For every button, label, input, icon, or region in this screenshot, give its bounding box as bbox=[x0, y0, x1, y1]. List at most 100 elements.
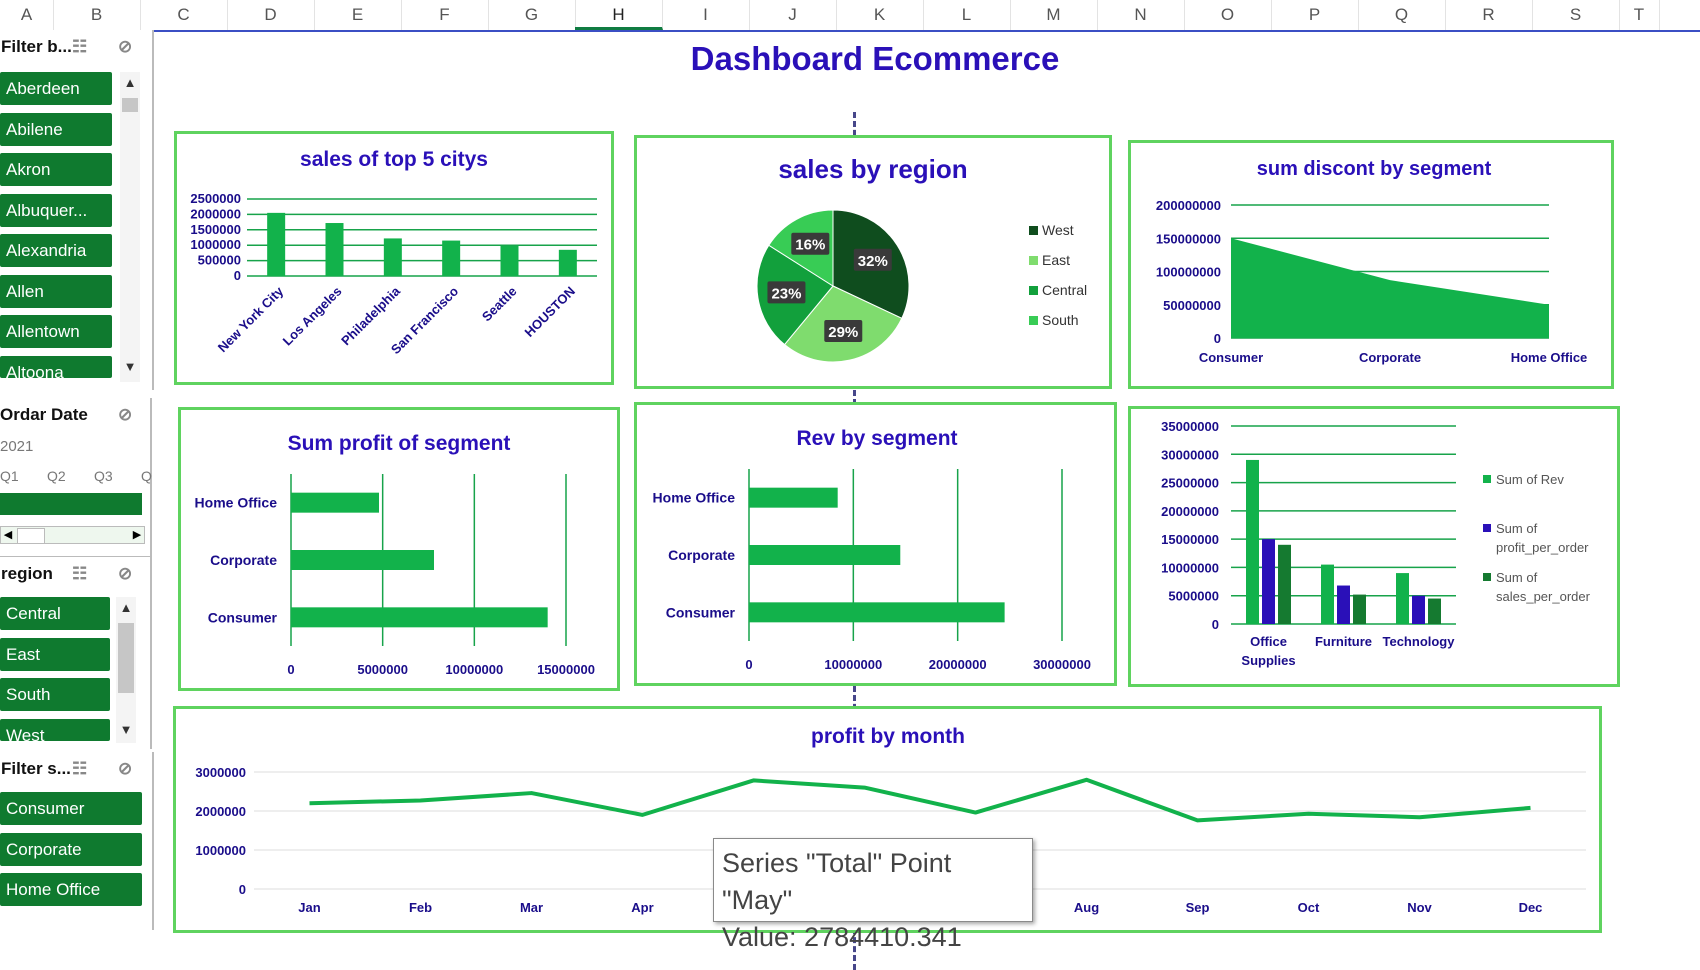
city-slicer-header: Filter b... ☷ ⊘ bbox=[0, 30, 152, 64]
timeline-quarter-label[interactable]: Q3 bbox=[94, 468, 113, 484]
x-tick-label: 0 bbox=[745, 657, 752, 672]
slicer-item-allentown[interactable]: Allentown bbox=[0, 315, 112, 348]
chevron-up-icon[interactable]: ▲ bbox=[123, 75, 137, 90]
slicer-item-albuquer[interactable]: Albuquer... bbox=[0, 193, 112, 227]
x-tick-label: Philadelphia bbox=[338, 283, 403, 348]
y-tick-label: 2500000 bbox=[190, 191, 241, 206]
y-tick-label: 100000000 bbox=[1156, 265, 1221, 280]
x-tick-label: Aug bbox=[1074, 900, 1099, 915]
y-tick-label: Corporate bbox=[668, 547, 735, 563]
chart-title: profit by month bbox=[811, 725, 965, 748]
city-slicer-scrollbar[interactable]: ▲ ▼ bbox=[120, 72, 140, 382]
column-header-q[interactable]: Q bbox=[1358, 0, 1446, 30]
x-tick-label: Seattle bbox=[479, 284, 520, 325]
chevron-left-icon[interactable]: ◀ bbox=[3, 529, 13, 541]
column-header-g[interactable]: G bbox=[488, 0, 576, 30]
slicer-item-alexandria[interactable]: Alexandria bbox=[0, 234, 112, 267]
sales-by-region-chart[interactable]: sales by region 32% 29% 23% 16% West East Centr… bbox=[634, 135, 1112, 389]
column-header-c[interactable]: C bbox=[140, 0, 228, 30]
region-slicer-scrollbar[interactable]: ▲ ▼ bbox=[116, 597, 136, 743]
slicer-item-corporate[interactable]: Corporate bbox=[0, 832, 142, 866]
bar bbox=[749, 602, 1005, 623]
top5-cities-chart[interactable]: sales of top 5 citys 2500000 2000000 150000… bbox=[174, 131, 614, 385]
slicer-item-consumer[interactable]: Consumer bbox=[0, 792, 142, 825]
multi-select-icon[interactable]: ☷ bbox=[72, 759, 88, 778]
slicer-item-east[interactable]: East bbox=[0, 637, 110, 671]
chart-title: Sum profit of segment bbox=[288, 432, 511, 455]
column-header-m[interactable]: M bbox=[1010, 0, 1098, 30]
timeline-quarter-label[interactable]: Q1 bbox=[0, 468, 19, 484]
slicer-item-aberdeen[interactable]: Aberdeen bbox=[0, 72, 112, 105]
timeline-year: 2021 bbox=[0, 438, 34, 455]
timeline-quarter-label[interactable]: Q2 bbox=[47, 468, 66, 484]
column-header-k[interactable]: K bbox=[836, 0, 924, 30]
clear-filter-icon[interactable]: ⊘ bbox=[118, 564, 133, 583]
column-header-t[interactable]: T bbox=[1619, 0, 1660, 30]
data-label-box bbox=[791, 232, 830, 255]
region-slicer-header: region ☷ ⊘ bbox=[0, 557, 150, 591]
bar bbox=[500, 245, 519, 276]
legend-label: Sum of bbox=[1496, 570, 1538, 585]
chevron-right-icon[interactable]: ▶ bbox=[132, 529, 142, 541]
legend-label: Central bbox=[1042, 282, 1087, 298]
column-header-j[interactable]: J bbox=[749, 0, 837, 30]
x-tick-label: HOUSTON bbox=[522, 284, 578, 340]
column-header-s[interactable]: S bbox=[1532, 0, 1620, 30]
multi-select-icon[interactable]: ☷ bbox=[72, 37, 88, 56]
slicer-item-abilene[interactable]: Abilene bbox=[0, 112, 112, 146]
chevron-down-icon[interactable]: ▼ bbox=[119, 722, 133, 737]
bar bbox=[749, 545, 901, 565]
column-header-b[interactable]: B bbox=[53, 0, 141, 30]
chevron-down-icon[interactable]: ▼ bbox=[123, 359, 137, 374]
city-slicer-title: Filter b... bbox=[1, 37, 72, 56]
x-tick-label: 5000000 bbox=[357, 662, 408, 677]
category-chart[interactable]: 35000000 30000000 25000000 20000000 15000000… bbox=[1128, 406, 1620, 687]
order-date-header: Ordar Date ⊘ bbox=[0, 398, 150, 432]
column-header-o[interactable]: O bbox=[1184, 0, 1272, 30]
column-header-a[interactable]: A bbox=[0, 0, 54, 30]
slicer-item-home-office[interactable]: Home Office bbox=[0, 873, 142, 906]
clear-filter-icon[interactable]: ⊘ bbox=[118, 405, 133, 424]
slicer-item-central[interactable]: Central bbox=[0, 597, 110, 630]
multi-select-icon[interactable]: ☷ bbox=[72, 564, 88, 583]
y-tick-label: 500000 bbox=[198, 253, 241, 268]
column-header-p[interactable]: P bbox=[1271, 0, 1359, 30]
slicer-item-altoona[interactable]: Altoona bbox=[0, 355, 112, 378]
column-header-l[interactable]: L bbox=[923, 0, 1011, 30]
column-header-n[interactable]: N bbox=[1097, 0, 1185, 30]
timeline-quarter-label[interactable]: Q bbox=[141, 468, 152, 484]
timeline-quarters: Q1 Q2 Q3 Q bbox=[0, 468, 152, 488]
slicer-item-allen[interactable]: Allen bbox=[0, 274, 112, 308]
y-tick-label: Home Office bbox=[653, 490, 736, 506]
slicer-item-south[interactable]: South bbox=[0, 678, 110, 711]
timeline-scrollbar[interactable]: ◀ ▶ bbox=[0, 526, 145, 544]
data-label: 23% bbox=[771, 285, 801, 302]
profit-by-segment-chart[interactable]: Sum profit of segment 0 5000000 10000000 150… bbox=[178, 407, 620, 691]
rev-by-segment-chart[interactable]: Rev by segment 0 10000000 20000000 30000000 H… bbox=[634, 402, 1117, 686]
y-tick-label: 1500000 bbox=[190, 222, 241, 237]
chevron-up-icon[interactable]: ▲ bbox=[119, 600, 133, 615]
discount-by-segment-chart[interactable]: sum discont by segment 200000000 150000000… bbox=[1128, 140, 1614, 389]
column-header-f[interactable]: F bbox=[401, 0, 489, 30]
timeline-thumb[interactable] bbox=[17, 528, 45, 544]
bar bbox=[1396, 573, 1409, 624]
column-header-e[interactable]: E bbox=[314, 0, 402, 30]
order-date-timeline: Ordar Date ⊘ 2021 Q1 Q2 Q3 Q ◀ ▶ bbox=[0, 398, 152, 558]
y-tick-label: 3000000 bbox=[195, 765, 246, 780]
column-header-d[interactable]: D bbox=[227, 0, 315, 30]
segment-slicer: Filter s... ☷ ⊘ Consumer Corporate Home Of… bbox=[0, 752, 154, 930]
slicer-item-west[interactable]: West bbox=[0, 718, 110, 741]
column-header-r[interactable]: R bbox=[1445, 0, 1533, 30]
y-tick-label: 200000000 bbox=[1156, 198, 1221, 213]
clear-filter-icon[interactable]: ⊘ bbox=[118, 759, 133, 778]
y-tick-label: 5000000 bbox=[1168, 589, 1219, 604]
scrollbar-thumb[interactable] bbox=[118, 623, 134, 693]
column-header-i[interactable]: I bbox=[662, 0, 750, 30]
slicer-item-akron[interactable]: Akron bbox=[0, 153, 112, 186]
clear-filter-icon[interactable]: ⊘ bbox=[118, 37, 133, 56]
x-tick-label: Office bbox=[1250, 634, 1287, 649]
scrollbar-thumb[interactable] bbox=[122, 98, 138, 112]
column-header-h[interactable]: H bbox=[575, 0, 663, 30]
timeline-bar[interactable] bbox=[0, 493, 142, 515]
